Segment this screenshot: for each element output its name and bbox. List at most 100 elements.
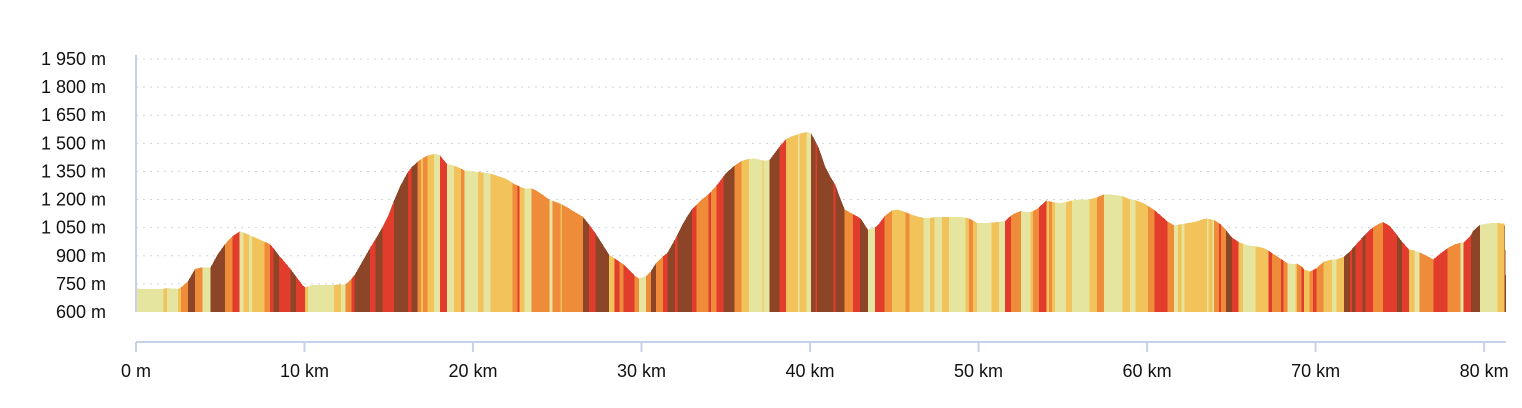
x-tick-label: 40 km xyxy=(786,361,835,381)
elevation-segment xyxy=(382,215,389,312)
elevation-segment xyxy=(934,216,938,312)
elevation-segment xyxy=(1020,210,1026,312)
elevation-segment xyxy=(1135,200,1144,312)
elevation-segment xyxy=(290,269,297,312)
elevation-segment xyxy=(283,260,291,312)
elevation-segment xyxy=(330,284,334,312)
elevation-segment xyxy=(514,184,518,312)
elevation-segment xyxy=(163,288,167,312)
elevation-segment xyxy=(1217,222,1220,312)
elevation-segment xyxy=(1504,223,1506,312)
elevation-segment xyxy=(1332,259,1336,312)
elevation-segment xyxy=(696,198,703,312)
elevation-segment xyxy=(302,285,306,312)
elevation-segment xyxy=(437,154,440,312)
y-axis-ticks: 600 m 750 m 900 m 1 050 m 1 200 m 1 350 m 1 50… xyxy=(41,49,106,322)
y-tick-label: 1 950 m xyxy=(41,49,106,69)
elevation-segment xyxy=(1085,199,1090,312)
elevation-segment xyxy=(1214,220,1218,312)
elevation-segment xyxy=(1248,245,1256,312)
elevation-segment xyxy=(634,275,639,312)
elevation-segment xyxy=(1231,237,1239,312)
elevation-segment xyxy=(526,188,530,312)
x-tick-label: 10 km xyxy=(280,361,329,381)
elevation-segment xyxy=(160,288,164,312)
elevation-segment xyxy=(952,216,958,312)
elevation-segment xyxy=(269,244,274,312)
elevation-segment xyxy=(1097,194,1105,312)
elevation-segment xyxy=(976,222,985,312)
elevation-segment xyxy=(815,141,818,312)
elevation-segment xyxy=(427,153,434,312)
elevation-segment xyxy=(537,191,543,312)
elevation-segment xyxy=(490,173,497,312)
elevation-segment xyxy=(470,171,478,312)
elevation-segment xyxy=(375,236,378,312)
elevation-segment xyxy=(177,287,182,312)
elevation-segment xyxy=(1389,225,1397,312)
elevation-segment xyxy=(512,182,515,312)
elevation-segment xyxy=(1372,223,1379,312)
elevation-segment xyxy=(1352,245,1356,312)
elevation-segment xyxy=(1201,219,1204,312)
elevation-segment xyxy=(1433,255,1439,312)
elevation-segment xyxy=(1049,201,1053,312)
elevation-segment xyxy=(1329,259,1333,312)
elevation-segment xyxy=(1408,249,1415,312)
elevation-segment xyxy=(769,154,774,312)
elevation-segment xyxy=(1272,253,1277,312)
elevation-segment xyxy=(1460,242,1464,312)
elevation-segment xyxy=(477,171,484,312)
elevation-segment xyxy=(937,216,942,312)
elevation-segment xyxy=(790,135,794,312)
elevation-segment xyxy=(1301,266,1305,312)
elevation-segment xyxy=(1194,221,1197,312)
elevation-segment xyxy=(1130,199,1136,312)
elevation-segment xyxy=(1109,194,1116,312)
elevation-segment xyxy=(1336,256,1344,312)
elevation-segment xyxy=(400,172,408,312)
elevation-segment xyxy=(690,209,692,312)
elevation-segment xyxy=(1492,222,1498,312)
elevation-segment xyxy=(682,217,687,312)
elevation-segment xyxy=(1032,209,1037,312)
elevation-segment xyxy=(1207,218,1209,312)
elevation-segment xyxy=(572,210,578,312)
elevation-segment xyxy=(1283,260,1288,312)
elevation-segment xyxy=(1046,200,1050,312)
elevation-segment xyxy=(711,185,717,312)
elevation-segment xyxy=(691,204,697,312)
elevation-segment xyxy=(915,216,924,312)
elevation-segment xyxy=(187,268,196,312)
elevation-segment xyxy=(923,217,931,312)
elevation-segment xyxy=(225,236,233,312)
elevation-segment xyxy=(1115,195,1123,312)
elevation-segment xyxy=(1181,223,1184,312)
elevation-segment xyxy=(1287,263,1296,312)
elevation-segment xyxy=(361,258,365,312)
x-tick-label: 30 km xyxy=(617,361,666,381)
elevation-segment xyxy=(181,281,188,312)
elevation-segment xyxy=(897,209,900,312)
elevation-segment xyxy=(552,200,561,312)
elevation-segment xyxy=(1089,197,1098,312)
elevation-segment xyxy=(137,288,146,312)
elevation-segment xyxy=(957,216,961,312)
elevation-segment xyxy=(388,200,395,312)
elevation-segment xyxy=(1225,229,1229,312)
elevation-segment xyxy=(905,212,910,312)
elevation-segment xyxy=(411,161,418,312)
elevation-segment xyxy=(619,261,624,312)
elevation-segment xyxy=(1350,248,1353,312)
elevation-segment xyxy=(948,216,953,312)
elevation-segment xyxy=(654,263,656,312)
elevation-segment xyxy=(298,278,303,312)
elevation-segment xyxy=(723,173,726,312)
elevation-segment xyxy=(243,232,250,312)
elevation-segment xyxy=(517,185,520,312)
elevation-segment xyxy=(1323,260,1330,312)
elevation-segment xyxy=(1208,218,1213,312)
elevation-segment xyxy=(279,255,281,312)
elevation-segment xyxy=(1079,199,1083,312)
x-tick-label: 50 km xyxy=(954,361,1003,381)
